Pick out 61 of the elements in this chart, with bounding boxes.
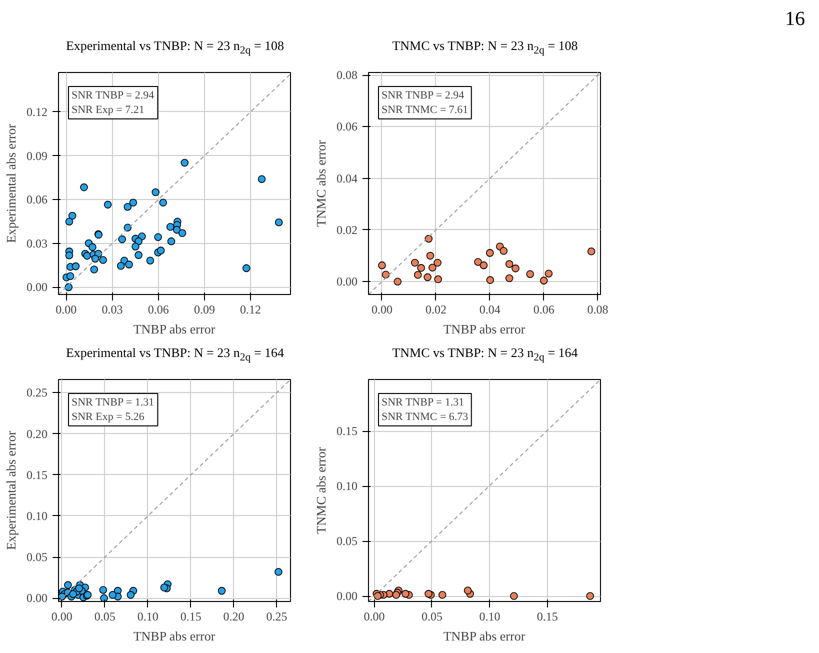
x-axis-title: TNBP abs error (443, 322, 526, 336)
x-tick-label: 0.10 (479, 610, 500, 624)
y-tick-label: 0.08 (336, 68, 358, 82)
annotation: SNR Exp = 5.26 (72, 410, 145, 423)
y-tick-label: 0.10 (336, 479, 358, 494)
y-tick-label: 0.04 (336, 171, 358, 186)
x-tick-label: 0.05 (421, 610, 442, 624)
x-tick-label: 0.09 (194, 302, 215, 316)
x-tick-label: 0.03 (102, 302, 123, 316)
x-tick-label: 0.00 (56, 302, 77, 316)
x-tick-label: 0.00 (51, 610, 72, 624)
x-tick-label: 0.08 (587, 302, 608, 316)
chart-title: TNMC vs TNBP: N = 23 n$_{2q}$ = 108 (392, 37, 578, 59)
x-tick-label: 0.02 (425, 302, 446, 316)
y-tick-label: 0.15 (336, 424, 358, 438)
y-tick-label: 0.00 (336, 589, 358, 604)
y-tick-label: 0.02 (336, 222, 358, 237)
y-tick-label: 0.03 (26, 236, 48, 250)
y-tick-label: 0.20 (26, 426, 48, 441)
y-tick-label: 0.15 (26, 468, 48, 482)
x-axis-title: TNBP abs error (133, 322, 216, 336)
annotation: SNR TNMC = 6.73 (382, 410, 469, 423)
x-axis-title: TNBP abs error (133, 628, 216, 644)
x-tick-label: 0.04 (479, 302, 500, 316)
y-axis-title: Experimental abs error (4, 430, 18, 550)
x-tick-label: 0.12 (240, 302, 262, 316)
y-tick-label: 0.09 (26, 148, 48, 163)
annotation: SNR TNBP = 2.94 (382, 90, 465, 102)
y-axis-title: TNMC abs error (314, 446, 328, 534)
y-tick-label: 0.00 (26, 280, 48, 294)
x-tick-label: 0.05 (94, 610, 116, 624)
y-tick-label: 0.00 (26, 591, 48, 606)
chart-title: Experimental vs TNBP: N = 23 n$_{2q}$ = 164 (66, 344, 284, 366)
y-tick-label: 0.05 (26, 550, 48, 564)
x-tick-label: 0.00 (364, 610, 385, 624)
y-tick-label: 0.05 (336, 534, 358, 548)
annotation: SNR Exp = 7.21 (72, 104, 144, 116)
x-axis-title: TNBP abs error (443, 628, 526, 644)
y-axis-title: Experimental abs error (4, 123, 18, 244)
chart-title: TNMC vs TNBP: N = 23 n$_{2q}$ = 164 (392, 344, 578, 366)
x-tick-label: 0.15 (536, 610, 558, 624)
x-tick-label: 0.25 (266, 610, 288, 624)
annotation: SNR TNMC = 7.61 (382, 104, 468, 116)
y-tick-label: 0.10 (26, 508, 48, 523)
annotation: SNR TNBP = 1.31 (382, 396, 464, 408)
y-tick-label: 0.06 (26, 192, 48, 207)
x-tick-label: 0.20 (223, 610, 244, 624)
x-tick-label: 0.15 (180, 610, 202, 624)
annotation: SNR TNBP = 2.94 (72, 90, 155, 102)
y-tick-label: 0.12 (26, 104, 48, 119)
y-tick-label: 0.25 (26, 386, 48, 400)
x-tick-label: 0.06 (533, 302, 554, 316)
y-axis-title: TNMC abs error (314, 140, 328, 227)
y-tick-label: 0.00 (336, 274, 358, 289)
x-tick-label: 0.00 (371, 302, 392, 316)
text: 16 (785, 7, 805, 32)
x-tick-label: 0.06 (148, 302, 169, 316)
annotation: SNR TNBP = 1.31 (72, 396, 154, 408)
chart-title: Experimental vs TNBP: N = 23 n$_{2q}$ = 108 (66, 37, 284, 59)
x-tick-label: 0.10 (137, 610, 158, 624)
y-tick-label: 0.06 (336, 120, 358, 134)
